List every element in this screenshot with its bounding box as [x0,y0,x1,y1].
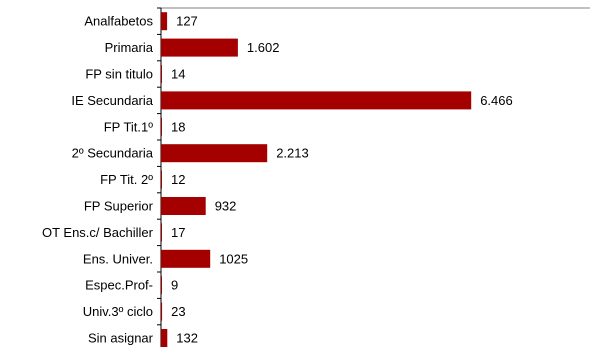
bar [161,12,168,31]
value-labels: 127 1.602 14 6.466 18 2.213 12 932 17 1025 9 23 132 [171,14,513,346]
bar [161,144,268,163]
value-label: 132 [176,331,198,346]
value-label: 6.466 [480,93,513,108]
category-label: FP Tit. 2º [100,172,153,187]
category-label: 2º Secundaria [72,146,154,161]
value-label: 23 [171,304,185,319]
category-label: Primaria [105,40,154,55]
bar [161,329,168,347]
value-label: 2.213 [276,146,309,161]
y-axis-ticks [157,7,161,326]
category-label: Sin asignar [88,331,154,346]
value-label: 18 [171,119,185,134]
bars [161,12,472,347]
category-labels: Analfabetos Primaria FP sin titulo IE Secun… [42,14,154,346]
bar [161,223,162,242]
category-label: FP Tit.1º [104,119,154,134]
value-label: 1025 [219,251,248,266]
bar [161,117,162,136]
value-label: 1.602 [247,40,280,55]
bar [161,249,211,268]
category-label: Espec.Prof- [85,278,153,293]
category-label: FP Superior [84,199,154,214]
bar [161,38,238,57]
value-label: 12 [171,172,185,187]
category-label: Univ.3º ciclo [83,304,153,319]
bar [161,276,162,295]
value-label: 9 [171,278,178,293]
value-label: 127 [176,14,198,29]
category-label: OT Ens.c/ Bachiller [42,225,154,240]
bar [161,197,206,215]
bar [161,91,472,110]
value-label: 932 [215,199,237,214]
bar [161,65,162,83]
category-label: FP sin titulo [85,67,153,82]
bar [161,170,162,189]
bar [161,302,163,321]
value-label: 17 [171,225,185,240]
category-label: Analfabetos [84,14,153,29]
value-label: 14 [171,67,185,82]
category-label: IE Secundaria [71,93,153,108]
category-label: Ens. Univer. [83,251,153,266]
